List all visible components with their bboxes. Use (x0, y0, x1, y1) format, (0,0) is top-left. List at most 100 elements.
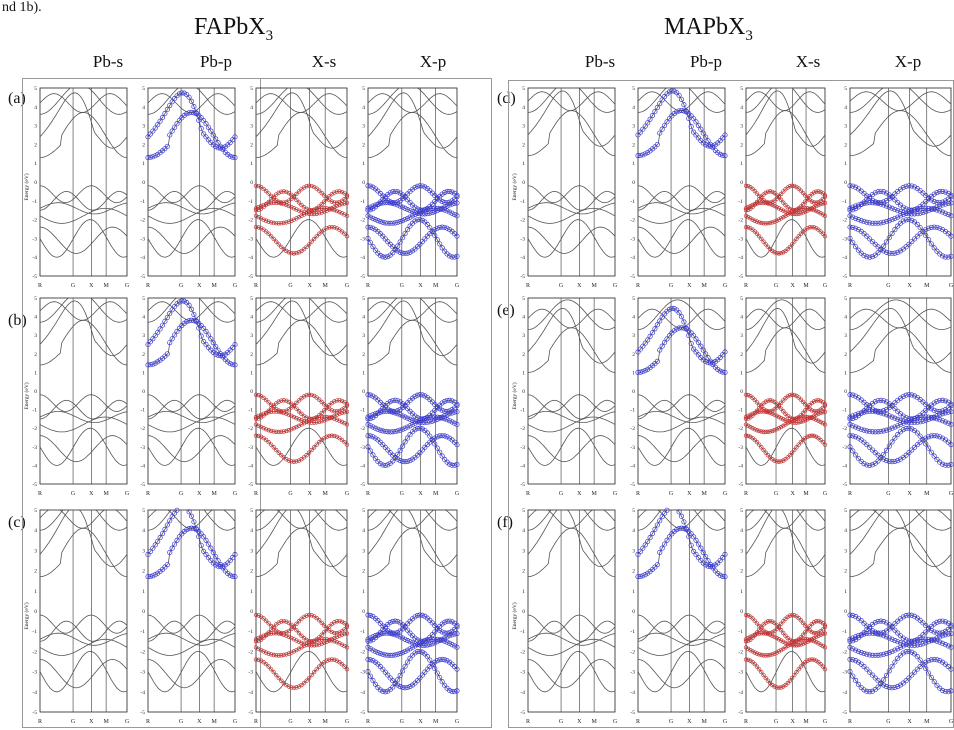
projection-marker (787, 678, 793, 683)
projection-marker (454, 624, 460, 630)
caption-fragment: nd 1b). (2, 0, 42, 15)
projection-marker (900, 427, 906, 433)
projection-marker (850, 635, 856, 641)
projection-marker (317, 206, 322, 211)
projection-marker (803, 193, 808, 198)
projection-marker (822, 422, 828, 427)
projection-marker (937, 225, 943, 231)
band-panel-d-x_s: R G X M G 5 4 3 2 1 0 -1 -2 -3 -4 -5 (728, 84, 828, 290)
projection-marker (339, 211, 345, 216)
projection-marker (266, 630, 271, 635)
projection-marker (266, 621, 271, 626)
projection-marker (339, 229, 345, 234)
y-tick-label: 2 (362, 352, 365, 358)
y-tick-label: 4 (632, 315, 635, 321)
y-tick-label: 4 (34, 528, 37, 534)
projection-marker (434, 658, 440, 664)
projection-marker (382, 669, 388, 675)
y-tick-label: 2 (632, 569, 635, 575)
projection-marker (759, 429, 764, 434)
projection-marker (892, 250, 898, 256)
projection-marker (150, 573, 156, 579)
projection-marker (271, 429, 276, 434)
projection-marker (442, 682, 448, 688)
projection-marker (334, 619, 340, 624)
projection-marker (923, 665, 929, 671)
projection-marker (906, 640, 912, 646)
projection-marker (377, 650, 383, 657)
projection-marker (382, 428, 388, 435)
y-tick-label: 0 (34, 180, 37, 186)
projection-marker (301, 421, 307, 426)
projection-marker (412, 614, 418, 620)
projection-marker (412, 211, 418, 218)
projection-marker (370, 434, 376, 440)
projection-marker (895, 208, 901, 214)
projection-marker (934, 398, 940, 404)
y-tick-label: -3 (140, 670, 145, 676)
y-tick-label: 5 (250, 86, 253, 92)
projection-marker (881, 411, 887, 417)
plot-frame (367, 87, 458, 277)
projection-marker (678, 108, 685, 114)
projection-marker (785, 680, 790, 686)
projection-marker (395, 202, 401, 208)
projection-marker (759, 624, 764, 630)
y-tick-label: -5 (140, 274, 145, 280)
projection-marker (757, 409, 762, 414)
projection-marker (274, 409, 279, 414)
projection-marker (454, 442, 460, 448)
projection-marker (864, 428, 870, 434)
projection-marker (334, 412, 340, 417)
projection-marker (395, 243, 401, 249)
projection-marker (853, 393, 859, 399)
projection-marker (807, 624, 812, 629)
projection-marker (169, 307, 175, 313)
kpoint-tick-label: X (687, 719, 692, 725)
projection-marker (454, 233, 460, 239)
y-tick-label: 0 (250, 180, 253, 186)
y-tick-label: -2 (360, 426, 365, 432)
band-line (637, 226, 726, 254)
y-tick-label: 2 (362, 569, 365, 575)
projection-marker (332, 657, 337, 662)
projection-marker (279, 678, 284, 683)
projection-marker (743, 612, 749, 618)
projection-marker (759, 194, 764, 199)
projection-marker (807, 403, 812, 408)
y-tick-label: 4 (632, 528, 635, 534)
projection-marker (911, 207, 918, 213)
y-tick-label: -2 (360, 649, 365, 655)
band-line (255, 399, 348, 420)
projection-marker (397, 634, 403, 640)
projection-marker (703, 359, 709, 365)
y-tick-label: 0 (34, 389, 37, 395)
projection-marker (281, 201, 286, 207)
projection-marker (853, 215, 859, 221)
kpoint-tick-label: M (103, 283, 109, 289)
projection-marker (392, 188, 398, 194)
projection-marker (344, 623, 350, 628)
projection-marker (814, 203, 819, 209)
band-line (255, 185, 348, 204)
projection-marker (778, 638, 784, 643)
y-tick-label: -1 (140, 408, 145, 414)
projection-marker (266, 408, 271, 413)
projection-marker (294, 216, 299, 221)
projection-marker (454, 644, 460, 650)
projection-marker (809, 415, 814, 421)
projection-marker (657, 347, 663, 353)
projection-marker (412, 184, 418, 191)
projection-marker (179, 90, 185, 96)
y-tick-label: 2 (250, 142, 253, 148)
y-tick-label: -3 (248, 445, 253, 451)
projection-marker (878, 455, 884, 461)
projection-marker (785, 212, 790, 217)
projection-marker (193, 110, 199, 116)
projection-marker (811, 190, 817, 195)
projection-marker (324, 206, 329, 211)
band-line (147, 297, 236, 323)
projection-marker (306, 209, 312, 215)
projection-marker (439, 206, 445, 212)
